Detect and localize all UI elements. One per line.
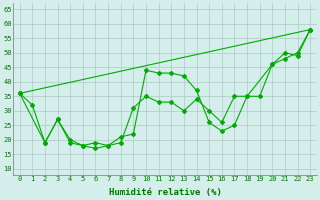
X-axis label: Humidité relative (%): Humidité relative (%) xyxy=(108,188,221,197)
